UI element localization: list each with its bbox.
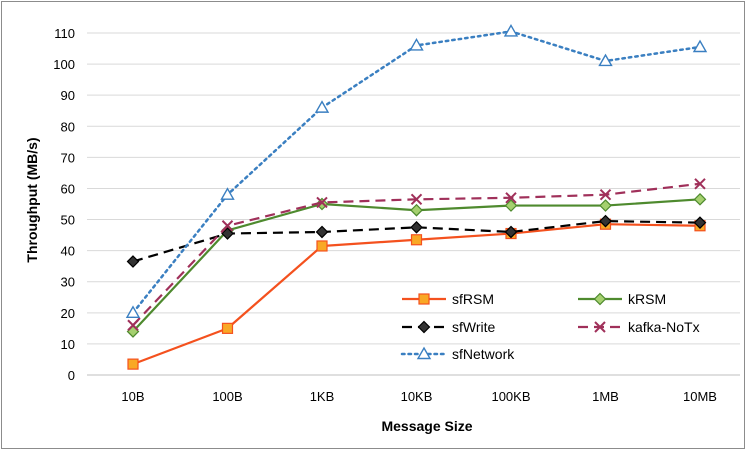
y-tick-label: 0 [68, 368, 75, 383]
y-tick-label: 80 [61, 119, 75, 134]
x-tick-label: 10B [121, 389, 144, 404]
x-axis-title: Message Size [381, 418, 472, 434]
data-point-marker [503, 24, 519, 37]
x-tick-label: 1KB [310, 389, 335, 404]
data-point-marker [594, 321, 606, 333]
legend: sfRSM kRSM sfWrite kafka-NoTx sfNetwork [400, 291, 700, 362]
y-tick-label: 30 [61, 275, 75, 290]
data-point-marker [692, 39, 708, 53]
marker-stroke [594, 321, 606, 333]
legend-label: sfWrite [452, 319, 496, 335]
data-point-marker [316, 196, 328, 209]
x-axis-ticks: 10B 100B 1KB 10KB 100KB 1MB 10MB [121, 389, 717, 404]
data-point-marker [598, 53, 613, 67]
data-point-marker [409, 38, 424, 51]
data-point-marker [599, 188, 612, 201]
series-kafka-NoTx [127, 178, 706, 331]
marker-stroke [599, 188, 612, 201]
gridlines [87, 32, 740, 345]
legend-label: kRSM [628, 291, 666, 307]
y-tick-label: 90 [61, 88, 75, 103]
data-point-marker [599, 214, 612, 228]
series-line [131, 30, 702, 315]
x-tick-label: 100KB [491, 389, 530, 404]
marker-stroke [694, 178, 706, 190]
y-tick-label: 40 [61, 244, 75, 259]
data-point-marker [220, 187, 235, 200]
data-point-marker [694, 178, 706, 190]
series-sfWrite [126, 214, 707, 268]
y-tick-label: 10 [61, 337, 75, 352]
data-point-marker [126, 255, 140, 268]
marker-stroke [221, 220, 234, 232]
y-axis-ticks: 0 10 20 30 40 50 60 70 80 90 100 110 [53, 26, 75, 383]
legend-item-kRSM: kRSM [578, 291, 666, 307]
legend-label: kafka-NoTx [628, 319, 700, 335]
legend-item-sfWrite: sfWrite [402, 319, 496, 335]
x-tick-label: 10MB [683, 389, 717, 404]
marker-stroke [316, 196, 328, 209]
data-point-marker [504, 199, 518, 212]
y-axis-title: Throughput (MB/s) [24, 137, 40, 262]
data-point-marker [127, 319, 139, 331]
data-point-marker [221, 227, 234, 240]
data-point-marker [221, 322, 234, 334]
series-sfRSM [127, 218, 706, 370]
legend-label: sfNetwork [452, 346, 515, 362]
x-tick-label: 100B [212, 389, 242, 404]
data-point-marker [410, 220, 423, 234]
legend-item-sfRSM: sfRSM [402, 291, 494, 307]
y-tick-label: 70 [61, 150, 75, 165]
data-point-marker [599, 199, 612, 212]
data-point-marker [504, 225, 518, 239]
series-kRSM [126, 192, 707, 338]
y-tick-label: 20 [61, 306, 75, 321]
legend-label: sfRSM [452, 291, 494, 307]
y-tick-label: 50 [61, 213, 75, 228]
data-point-marker [410, 234, 423, 246]
data-point-marker [125, 305, 141, 319]
y-tick-label: 110 [54, 26, 75, 41]
y-tick-label: 60 [61, 181, 75, 196]
marker-stroke [410, 193, 423, 206]
data-point-marker [316, 240, 328, 252]
x-tick-label: 10KB [401, 389, 433, 404]
data-point-marker [221, 220, 234, 232]
data-point-marker [505, 192, 517, 204]
series-group [125, 24, 708, 370]
data-point-marker [315, 197, 329, 211]
legend-item-kafka-NoTx: kafka-NoTx [578, 319, 700, 335]
data-point-marker [127, 358, 139, 370]
data-point-marker [593, 292, 607, 306]
marker-stroke [505, 192, 517, 204]
data-point-marker [314, 100, 330, 113]
y-tick-label: 100 [53, 57, 75, 72]
data-point-marker [693, 216, 707, 230]
marker-stroke [127, 319, 139, 331]
legend-item-sfNetwork: sfNetwork [400, 346, 515, 362]
data-point-marker [416, 346, 432, 360]
series-sfNetwork [125, 24, 708, 319]
data-point-marker [417, 320, 431, 334]
data-point-marker [315, 225, 329, 239]
data-point-marker [410, 193, 423, 206]
data-point-marker [418, 293, 430, 305]
x-tick-label: 1MB [592, 389, 619, 404]
data-point-marker [410, 203, 423, 217]
data-point-marker [693, 192, 707, 206]
